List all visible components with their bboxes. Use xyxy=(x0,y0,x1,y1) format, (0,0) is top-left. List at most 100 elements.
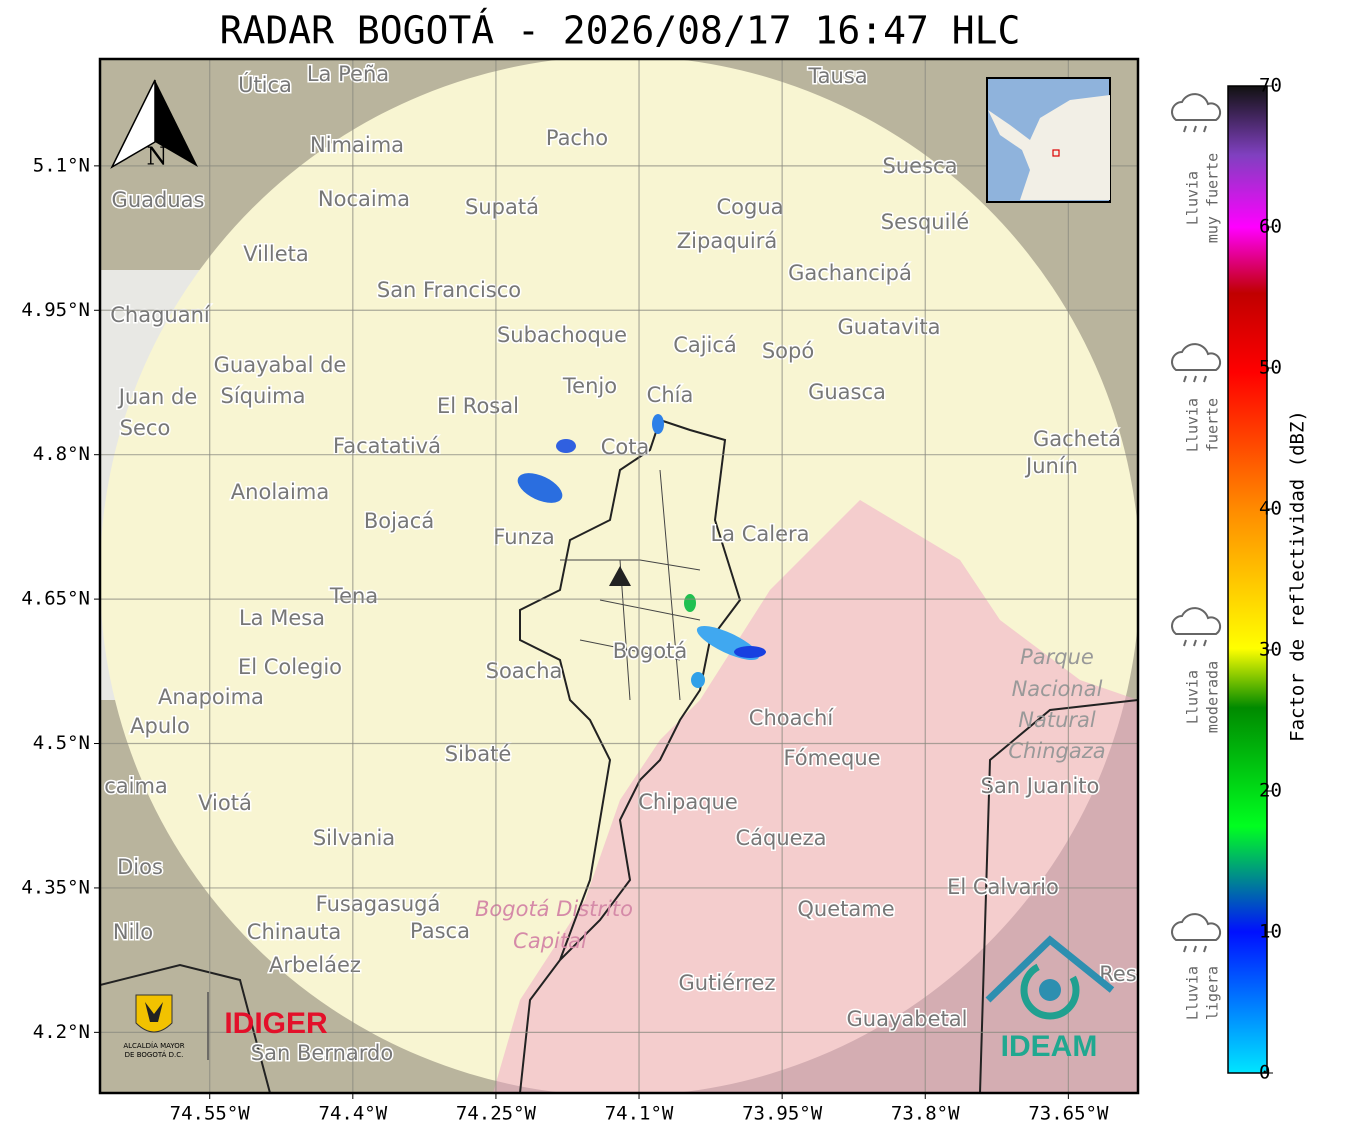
map-frame xyxy=(98,57,1140,1095)
rain-icon xyxy=(1171,93,1222,121)
place-label: Juan de xyxy=(117,385,198,409)
rain-drops xyxy=(1183,945,1207,953)
y-tick-label: 4.2°N xyxy=(33,1021,90,1043)
place-label: Anapoima xyxy=(158,685,264,709)
place-label: Síquima xyxy=(221,384,306,408)
radar-echoes xyxy=(517,414,766,688)
echo xyxy=(691,672,705,688)
place-label: San Juanito xyxy=(981,774,1100,798)
rain-level-label: Lluvia xyxy=(1184,670,1202,724)
place-label: Subachoque xyxy=(497,323,627,347)
bogota-boundary xyxy=(519,419,742,1093)
place-label: El Colegio xyxy=(238,655,342,679)
ideam-roof xyxy=(985,935,1115,1003)
alcaldia-logo: ALCALDÍA MAYOR DE BOGOTÁ D.C. IDIGER xyxy=(123,992,328,1060)
rain-level-label: Lluvia xyxy=(1184,398,1202,452)
place-label: Silvania xyxy=(313,826,395,850)
grid xyxy=(100,59,1138,1093)
x-tick-label: 73.65°W xyxy=(1028,1103,1109,1125)
place-label: Anolaima xyxy=(231,480,329,504)
place-label: Bogotá xyxy=(613,639,688,663)
y-tick-label: 4.95°N xyxy=(21,299,90,321)
place-label: Chipaque xyxy=(638,790,738,814)
place-label: Tenjo xyxy=(562,374,617,398)
place-label: Guayabal de xyxy=(214,353,347,377)
north-label: N xyxy=(147,143,168,171)
shield xyxy=(135,994,173,1033)
rain-level-label: moderada xyxy=(1204,661,1222,733)
echo xyxy=(556,439,576,453)
rain-level: Lluvia ligera xyxy=(1171,913,1222,1020)
park-label-line: Parque xyxy=(1020,645,1094,669)
north-arrow: N xyxy=(110,79,198,171)
place-label: Nilo xyxy=(113,920,153,944)
rain-icon xyxy=(1171,607,1222,635)
place-label: Pasca xyxy=(410,919,470,943)
alcaldia-text: DE BOGOTÁ D.C. xyxy=(125,1050,184,1059)
place-label: Nocaima xyxy=(318,187,410,211)
place-label: Villeta xyxy=(243,242,308,266)
place-label: Cáqueza xyxy=(736,826,827,850)
park-label-line: Nacional xyxy=(1012,677,1103,701)
place-label: La Peña xyxy=(307,62,389,86)
rain-level: Lluvia muy fuerte xyxy=(1171,93,1222,243)
place-label: San Bernardo xyxy=(251,1041,393,1065)
place-label: Fusagasugá xyxy=(316,892,441,916)
x-tick-label: 74.1°W xyxy=(605,1103,674,1125)
inset-map xyxy=(986,77,1111,203)
boundary xyxy=(979,699,1138,1093)
colorbar xyxy=(1227,85,1268,1074)
place-label: La Mesa xyxy=(239,606,325,630)
colorbar-tick-label: 30 xyxy=(1259,639,1282,661)
x-tick-label: 73.8°W xyxy=(891,1103,960,1125)
y-tick-label: 4.35°N xyxy=(21,876,90,898)
place-label: Chaguaní xyxy=(110,303,211,327)
place-label: Sopó xyxy=(762,339,814,363)
place-label: Soacha xyxy=(486,659,563,683)
rain-level-label: muy fuerte xyxy=(1204,153,1222,243)
place-label: Chía xyxy=(647,383,694,407)
place-label: Cogua xyxy=(716,195,783,219)
place-label: Guasca xyxy=(808,380,886,404)
place-label: Nimaima xyxy=(310,133,404,157)
rain-level: Lluvia moderada xyxy=(1171,607,1222,733)
rain-level: Lluvia fuerte xyxy=(1171,343,1222,452)
park-label: Parque Nacional Natural Chingaza Bogotá … xyxy=(475,645,1106,953)
y-tick-label: 5.1°N xyxy=(33,154,90,176)
echo xyxy=(684,594,696,612)
axes: 74.55°W 74.4°W 74.25°W 74.1°W 73.95°W 73.8°W 7… xyxy=(21,154,1109,1124)
x-tick-label: 74.25°W xyxy=(456,1103,537,1125)
x-tick-label: 73.95°W xyxy=(742,1103,823,1125)
x-tick-label: 74.55°W xyxy=(170,1103,251,1125)
place-label: El Calvario xyxy=(947,875,1059,899)
park-area xyxy=(493,500,1138,1093)
colorbar-tick-label: 60 xyxy=(1259,216,1282,238)
place-label: San Francisco xyxy=(377,278,521,302)
place-label: Zipaquirá xyxy=(677,229,777,253)
place-labels: La Peña Útica Tausa Pacho Nimaima Guaduas Noca… xyxy=(103,61,1138,1067)
rain-icon xyxy=(1171,343,1222,371)
place-label: Chinauta xyxy=(247,920,341,944)
eagle xyxy=(145,1002,163,1022)
park-label-line: Natural xyxy=(1018,708,1096,732)
place-label: caima xyxy=(104,774,168,798)
place-label: Guayabetal xyxy=(847,1007,968,1031)
place-label: Arbeláez xyxy=(269,953,361,977)
place-label: Quetame xyxy=(797,897,894,921)
place-label: Supatá xyxy=(465,195,539,219)
alcaldia-text: ALCALDÍA MAYOR xyxy=(123,1041,184,1050)
rain-level-label: Lluvia xyxy=(1184,966,1202,1020)
rain-level-label: ligera xyxy=(1204,966,1222,1020)
echo xyxy=(517,473,563,503)
place-label: Gachetá xyxy=(1033,427,1121,451)
rain-drops xyxy=(1183,125,1207,133)
inset-marker xyxy=(1052,149,1060,157)
place-label: Fómeque xyxy=(783,746,880,770)
colorbar-ticks: 0 10 20 30 40 50 60 70 xyxy=(1259,75,1282,1084)
y-tick-label: 4.8°N xyxy=(33,443,90,465)
rain-drops xyxy=(1183,375,1207,383)
place-label: Seco xyxy=(120,416,171,440)
rain-drops xyxy=(1183,639,1207,647)
